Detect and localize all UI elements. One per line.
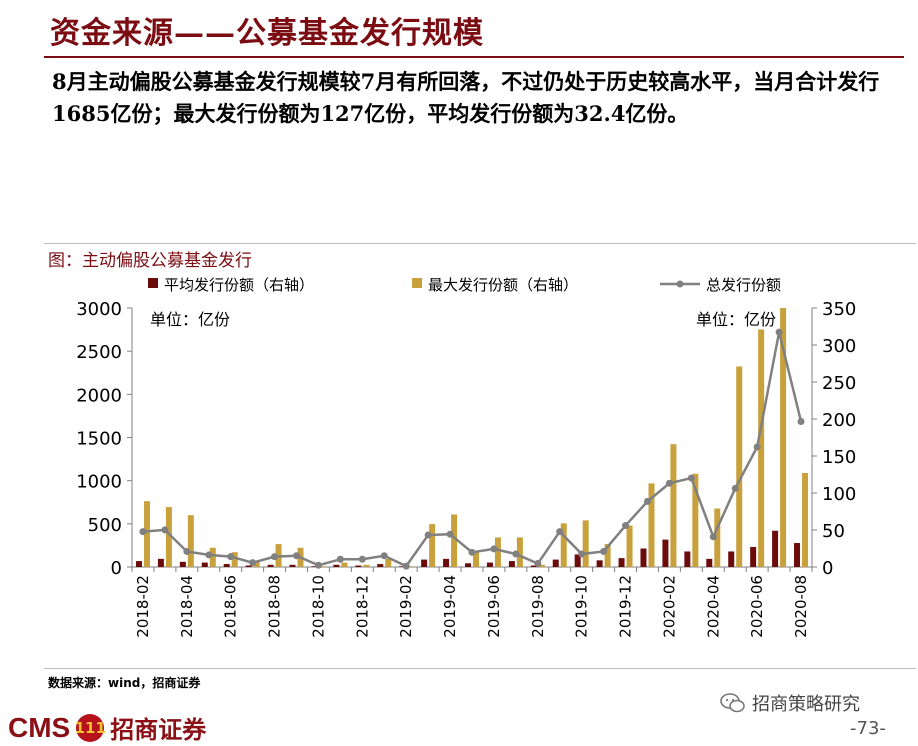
chart-title: 图：主动偏股公募基金发行 — [48, 251, 252, 271]
brand-badge-icon: 111 — [75, 713, 106, 742]
wechat-account: 招商策略研究 — [720, 690, 860, 716]
page-title: 资金来源——公募基金发行规模 — [50, 16, 484, 51]
title-divider — [44, 56, 904, 58]
wechat-name: 招商策略研究 — [752, 694, 860, 715]
summary-text: 8月主动偏股公募基金发行规模较7月有所回落，不过仍处于历史较高水平，当月合计发行… — [52, 69, 880, 126]
company-name: 招商证券 — [110, 715, 207, 744]
chart-frame — [44, 243, 916, 669]
data-source: 数据来源：wind，招商证券 — [48, 676, 201, 690]
wechat-icon — [720, 693, 745, 713]
cms-logo: CMS 111 招商证券 — [8, 710, 206, 745]
brand-text: CMS — [8, 711, 71, 743]
page-number: -73- — [850, 718, 886, 739]
